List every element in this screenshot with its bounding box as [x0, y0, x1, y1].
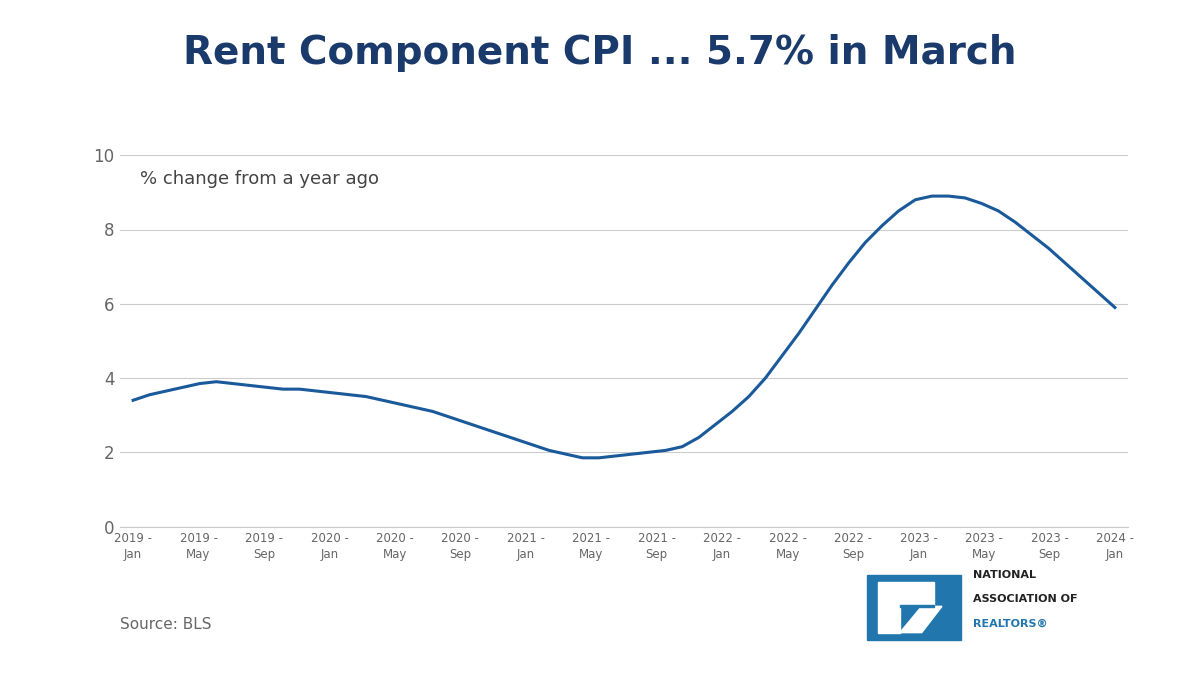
Bar — [900, 605, 935, 608]
Text: Rent Component CPI ... 5.7% in March: Rent Component CPI ... 5.7% in March — [184, 34, 1016, 72]
Text: % change from a year ago: % change from a year ago — [140, 170, 379, 188]
Polygon shape — [900, 606, 942, 632]
Text: Source: BLS: Source: BLS — [120, 617, 211, 632]
Bar — [878, 582, 900, 632]
Text: ASSOCIATION OF: ASSOCIATION OF — [973, 594, 1078, 604]
Bar — [868, 574, 961, 641]
Text: NATIONAL: NATIONAL — [973, 570, 1037, 580]
Bar — [900, 582, 935, 605]
Text: REALTORS®: REALTORS® — [973, 618, 1048, 628]
